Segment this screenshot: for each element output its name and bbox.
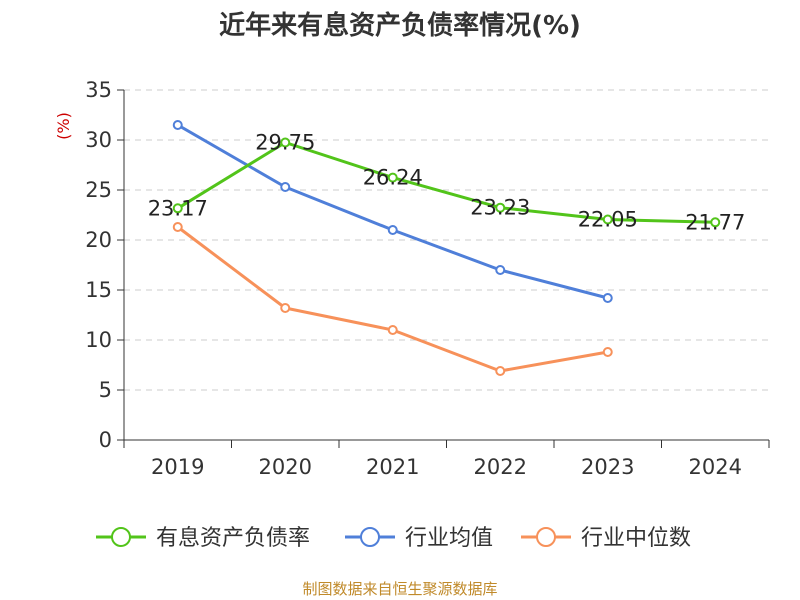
data-labels: 23.17 29.75 26.24 23.23 22.05 21.77 (148, 131, 746, 235)
y-tick-label-35: 35 (85, 78, 112, 102)
legend-marker-0 (111, 527, 131, 547)
data-point-0-2023 (602, 214, 613, 225)
data-point-2-2023 (602, 347, 613, 357)
data-point-2-2022 (495, 366, 506, 376)
data-point-0-2020 (280, 137, 291, 148)
x-tick-label-2024: 2024 (689, 455, 742, 479)
legend-label-1: 行业均值 (405, 526, 493, 551)
data-label-2021: 26.24 (363, 166, 423, 190)
series-group (172, 120, 721, 376)
chart-title: 近年来有息资产负债率情况(%) (219, 10, 581, 41)
legend-item-0[interactable]: 有息资产负债率 (96, 526, 310, 551)
y-tick-label-10: 10 (85, 328, 112, 352)
data-label-2024: 21.77 (685, 210, 745, 234)
tick-labels: 0 5 10 15 20 25 30 35 2019 2020 2021 2022 2023 2024 (85, 78, 742, 479)
series-line-2 (176, 225, 609, 373)
y-tick-label-25: 25 (85, 178, 112, 202)
legend-marker-2 (536, 527, 556, 547)
x-tick-label-2019: 2019 (151, 455, 204, 479)
y-tick-label-20: 20 (85, 228, 112, 252)
data-point-1-2020 (280, 182, 291, 192)
x-tick-label-2023: 2023 (581, 455, 634, 479)
data-point-1-2021 (387, 225, 398, 235)
source-note: 制图数据来自恒生聚源数据库 (302, 580, 497, 598)
grid (124, 89, 769, 391)
legend[interactable]: 有息资产负债率 行业均值 行业中位数 (96, 526, 691, 551)
y-tick-label-15: 15 (85, 278, 112, 302)
data-point-1-2022 (495, 265, 506, 275)
data-label-2023: 22.05 (578, 208, 638, 232)
x-tick-label-2020: 2020 (259, 455, 312, 479)
axes (117, 89, 770, 448)
data-point-2-2021 (387, 325, 398, 335)
data-point-0-2019 (172, 203, 183, 214)
legend-label-0: 有息资产负债率 (156, 526, 310, 551)
data-point-1-2023 (602, 293, 613, 303)
data-point-0-2021 (387, 172, 398, 183)
data-point-1-2019 (172, 120, 183, 130)
legend-item-2[interactable]: 行业中位数 (521, 526, 691, 551)
legend-marker-1 (360, 527, 380, 547)
data-point-2-2019 (172, 222, 183, 232)
data-label-2019: 23.17 (148, 196, 208, 220)
data-label-2022: 23.23 (470, 196, 530, 220)
series-line-0 (176, 141, 716, 224)
legend-item-1[interactable]: 行业均值 (345, 526, 493, 551)
y-tick-label-30: 30 (85, 128, 112, 152)
x-tick-label-2022: 2022 (474, 455, 527, 479)
y-tick-label-5: 5 (99, 378, 112, 402)
y-axis-unit: (%) (54, 112, 73, 140)
legend-label-2: 行业中位数 (581, 526, 691, 551)
data-point-2-2020 (280, 303, 291, 313)
data-point-0-2024 (710, 217, 721, 228)
y-tick-label-0: 0 (99, 428, 112, 452)
data-label-2020: 29.75 (255, 131, 315, 155)
data-point-0-2022 (495, 202, 506, 213)
x-tick-label-2021: 2021 (366, 455, 419, 479)
